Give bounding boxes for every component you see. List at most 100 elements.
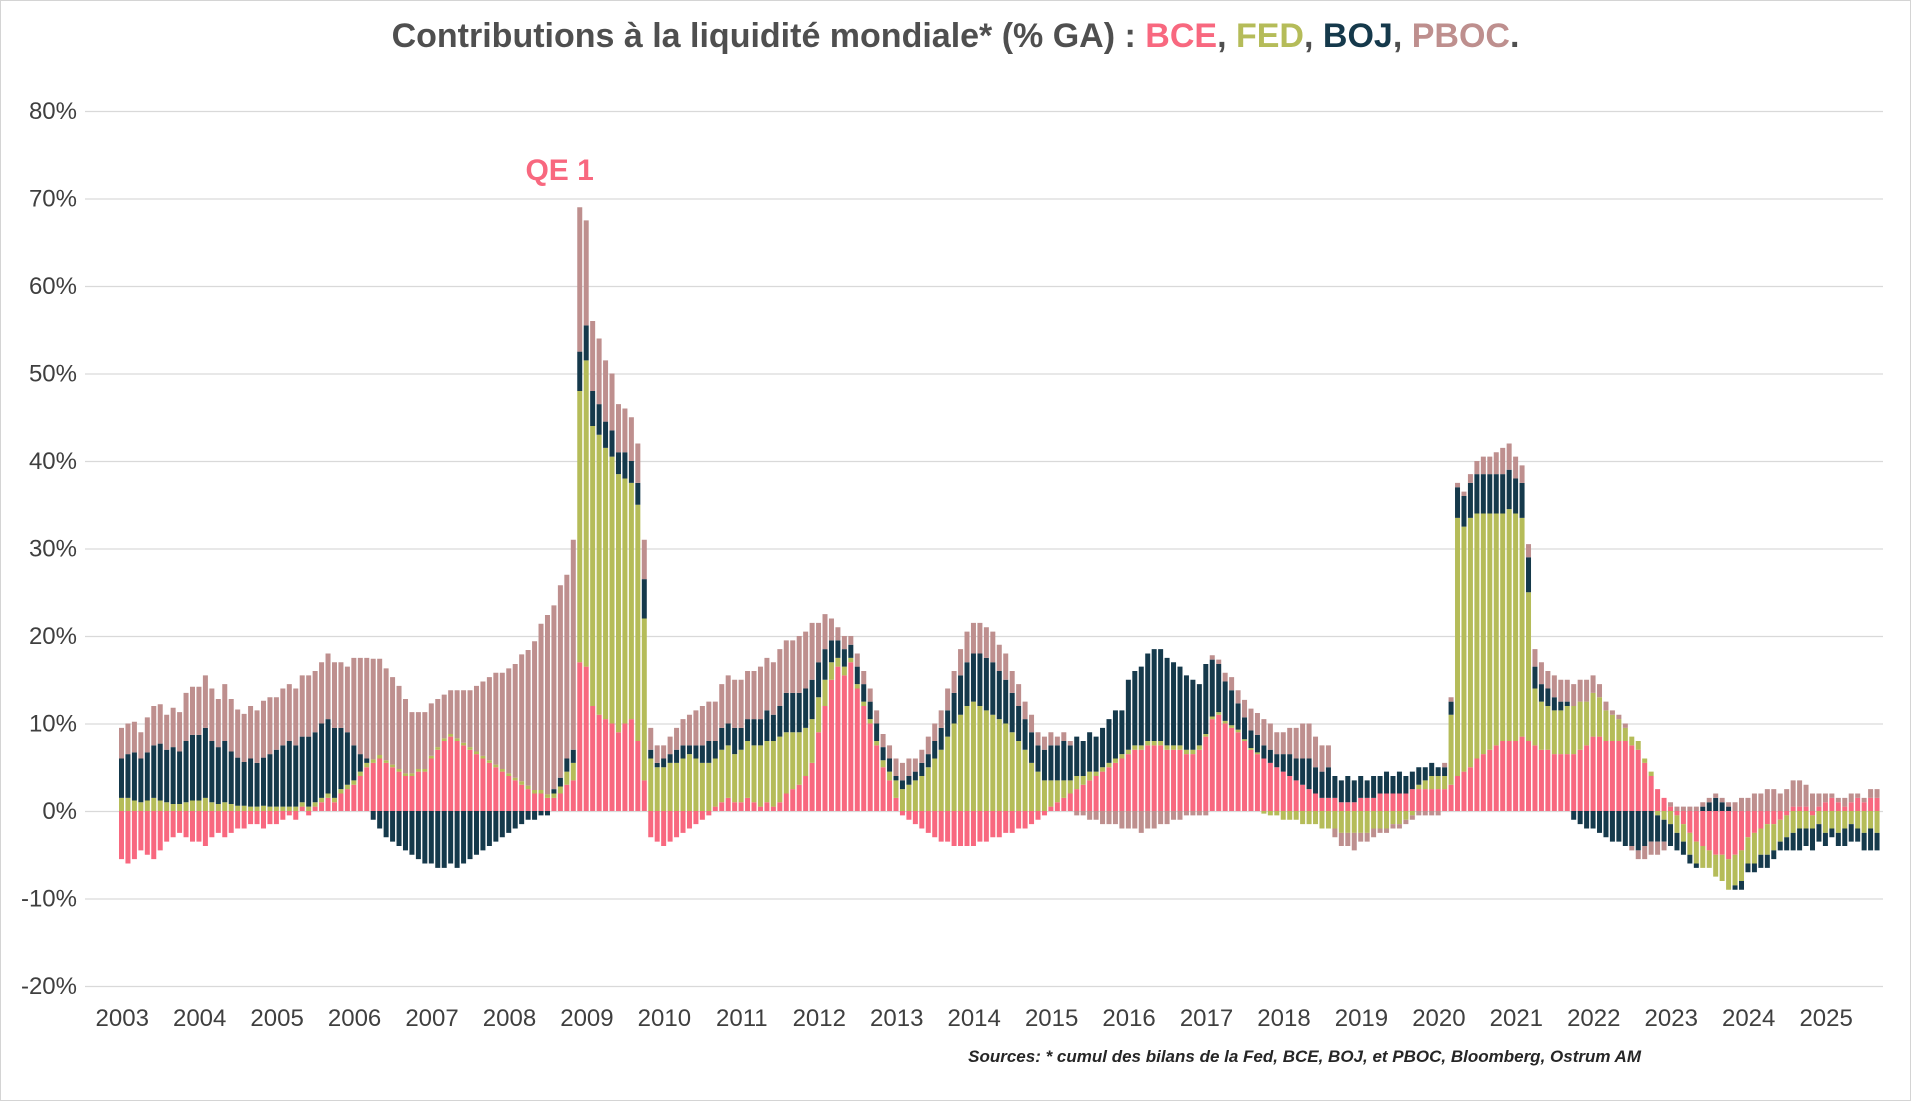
bar-segment-pboc xyxy=(1726,802,1732,807)
bar-segment-boj xyxy=(1797,828,1803,851)
bar-segment-boj xyxy=(286,741,292,807)
bar-segment-bce xyxy=(1119,758,1125,811)
bar-segment-boj xyxy=(1519,482,1525,518)
bar-segment-pboc xyxy=(1403,819,1409,825)
bar-segment-bce xyxy=(1745,811,1751,838)
bar-segment-bce xyxy=(1448,784,1454,811)
bar-segment-pboc xyxy=(1048,732,1054,746)
bar-segment-bce xyxy=(467,749,473,811)
bar-segment-boj xyxy=(254,762,260,807)
bar-segment-bce xyxy=(1803,806,1809,811)
bar-segment-fed xyxy=(770,741,776,807)
bar-segment-bce xyxy=(1455,776,1461,811)
bar-segment-pboc xyxy=(1358,832,1364,842)
bar-segment-bce xyxy=(1629,745,1635,811)
bar-segment-boj xyxy=(1435,767,1441,776)
bar-segment-fed xyxy=(609,456,615,724)
bar-segment-pboc xyxy=(1590,675,1596,693)
bar-segment-fed xyxy=(1022,749,1028,811)
bar-segment-bce xyxy=(461,745,467,811)
bar-segment-boj xyxy=(828,640,834,663)
bar-segment-fed xyxy=(1190,749,1196,755)
bar-segment-bce xyxy=(719,802,725,811)
bar-segment-pboc xyxy=(1784,789,1790,811)
bar-segment-fed xyxy=(899,789,905,811)
bar-segment-bce xyxy=(1319,797,1325,811)
bar-segment-boj xyxy=(1603,811,1609,838)
bar-segment-fed xyxy=(874,741,880,746)
bar-segment-fed xyxy=(435,747,441,750)
bar-segment-bce xyxy=(1384,793,1390,811)
bar-segment-pboc xyxy=(1855,793,1861,798)
bar-segment-bce xyxy=(841,675,847,811)
bar-segment-pboc xyxy=(693,710,699,746)
bar-segment-fed xyxy=(1835,811,1841,833)
bar-segment-boj xyxy=(1513,478,1519,514)
bar-segment-pboc xyxy=(1474,461,1480,475)
bar-segment-pboc xyxy=(764,657,770,711)
bar-segment-bce xyxy=(1061,797,1067,811)
bar-segment-bce xyxy=(1003,811,1009,833)
bar-segment-pboc xyxy=(706,701,712,741)
bar-segment-boj xyxy=(319,723,325,798)
bar-segment-pboc xyxy=(1293,727,1299,759)
bar-segment-fed xyxy=(1642,758,1648,763)
bar-segment-pboc xyxy=(1177,811,1183,820)
bar-segment-fed xyxy=(964,706,970,811)
bar-segment-bce xyxy=(222,811,228,838)
bar-segment-pboc xyxy=(977,622,983,654)
bar-segment-bce xyxy=(635,741,641,811)
bar-segment-pboc xyxy=(1758,793,1764,811)
bar-segment-bce xyxy=(693,811,699,825)
bar-segment-fed xyxy=(958,714,964,811)
bar-segment-bce xyxy=(1758,811,1764,829)
bar-segment-pboc xyxy=(1351,832,1357,851)
x-axis-tick-label: 2020 xyxy=(1412,1005,1465,1032)
bar-segment-bce xyxy=(1274,767,1280,811)
bar-segment-fed xyxy=(686,754,692,811)
bar-segment-bce xyxy=(1848,802,1854,811)
bar-segment-bce xyxy=(1106,767,1112,811)
bar-segment-pboc xyxy=(1732,802,1738,811)
bar-segment-bce xyxy=(1151,745,1157,811)
bar-segment-fed xyxy=(1558,710,1564,755)
bar-segment-bce xyxy=(1229,727,1235,811)
bar-segment-pboc xyxy=(751,671,757,720)
bar-segment-fed xyxy=(777,736,783,803)
bar-segment-boj xyxy=(1112,710,1118,759)
bar-segment-pboc xyxy=(919,749,925,763)
bar-segment-bce xyxy=(1526,741,1532,811)
bar-segment-boj xyxy=(273,749,279,807)
bar-segment-fed xyxy=(1532,688,1538,746)
bar-segment-fed xyxy=(1661,811,1667,820)
bar-segment-pboc xyxy=(615,404,621,453)
x-axis-tick-label: 2009 xyxy=(560,1005,613,1032)
bar-segment-pboc xyxy=(1803,784,1809,807)
bar-segment-boj xyxy=(557,777,563,787)
bar-segment-bce xyxy=(473,754,479,811)
bar-segment-pboc xyxy=(1467,474,1473,483)
bar-segment-pboc xyxy=(1713,793,1719,798)
x-axis-tick-label: 2007 xyxy=(405,1005,458,1032)
bar-segment-pboc xyxy=(273,697,279,750)
bar-segment-pboc xyxy=(609,373,615,431)
bar-segment-boj xyxy=(932,741,938,759)
bar-segment-fed xyxy=(512,777,518,781)
bar-segment-bce xyxy=(1784,811,1790,816)
bar-segment-bce xyxy=(1687,811,1693,833)
bar-segment-fed xyxy=(209,802,215,811)
bar-segment-fed xyxy=(202,797,208,811)
bar-segment-boj xyxy=(1222,681,1228,721)
bar-segment-bce xyxy=(280,811,286,820)
bar-segment-pboc xyxy=(293,688,299,746)
bar-segment-pboc xyxy=(1384,828,1390,833)
bar-segment-boj xyxy=(1790,832,1796,851)
bar-segment-bce xyxy=(854,688,860,811)
bar-segment-boj xyxy=(757,719,763,746)
bar-segment-pboc xyxy=(719,684,725,728)
bar-segment-fed xyxy=(1803,811,1809,829)
bar-segment-fed xyxy=(1100,767,1106,772)
bar-segment-fed xyxy=(196,800,202,811)
bar-segment-boj xyxy=(1597,811,1603,833)
bar-segment-boj xyxy=(1416,767,1422,785)
